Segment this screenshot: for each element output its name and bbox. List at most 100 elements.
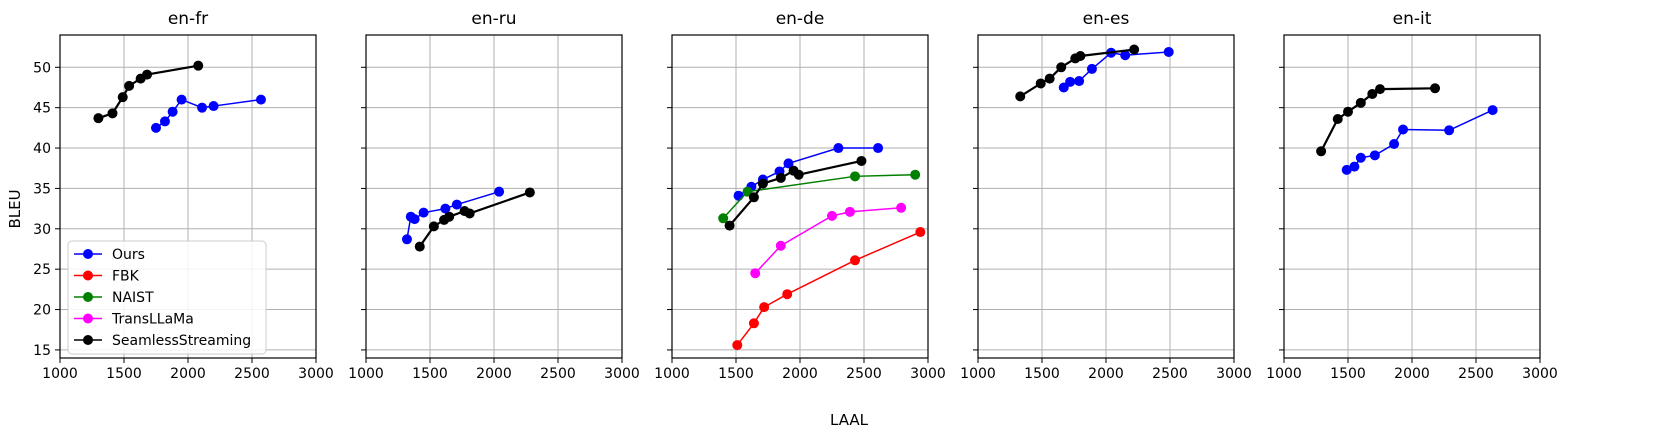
y-tick-label: 25 xyxy=(33,262,51,278)
data-point-TransLLaMa xyxy=(827,210,837,221)
x-tick-label: 2500 xyxy=(540,366,576,382)
x-tick-label: 1000 xyxy=(348,366,384,382)
data-point-Ours xyxy=(1065,76,1076,87)
data-point-Ours xyxy=(409,214,420,225)
legend-label-Ours: Ours xyxy=(112,247,145,263)
y-tick-label: 40 xyxy=(33,141,51,157)
data-point-SeamlessStreaming xyxy=(1075,50,1086,61)
data-point-Ours xyxy=(1355,152,1366,163)
data-point-Ours xyxy=(1389,139,1400,150)
legend-marker-SeamlessStreaming xyxy=(83,335,93,345)
x-tick-label: 1000 xyxy=(654,366,690,382)
data-point-Ours xyxy=(418,207,429,218)
x-tick-label: 3000 xyxy=(604,366,640,382)
y-tick-label: 35 xyxy=(33,181,51,197)
data-point-FBK xyxy=(850,255,861,266)
data-point-SeamlessStreaming xyxy=(757,178,768,189)
data-point-SeamlessStreaming xyxy=(193,60,204,71)
data-point-NAIST xyxy=(742,186,753,197)
x-tick-label: 1500 xyxy=(718,366,754,382)
series-line-FBK xyxy=(736,231,921,346)
data-point-SeamlessStreaming xyxy=(856,155,867,166)
data-point-FBK xyxy=(732,340,743,351)
x-tick-label: 2000 xyxy=(476,366,512,382)
data-point-Ours xyxy=(167,106,178,117)
data-point-Ours xyxy=(208,101,219,112)
x-tick-label: 3000 xyxy=(298,366,334,382)
data-point-NAIST xyxy=(850,171,861,182)
series-line-NAIST xyxy=(722,173,916,219)
data-point-Ours xyxy=(1086,63,1097,74)
data-point-SeamlessStreaming xyxy=(444,211,455,222)
data-point-FBK xyxy=(915,227,926,238)
legend-label-NAIST: NAIST xyxy=(112,290,154,306)
data-point-TransLLaMa xyxy=(750,268,761,279)
y-axis-label: BLEU xyxy=(6,189,24,228)
data-point-Ours xyxy=(197,102,208,113)
legend-label-SeamlessStreaming: SeamlessStreaming xyxy=(112,333,251,349)
x-tick-label: 3000 xyxy=(910,366,946,382)
data-point-TransLLaMa xyxy=(896,202,907,213)
data-point-TransLLaMa xyxy=(844,206,855,217)
data-point-SeamlessStreaming xyxy=(107,108,118,119)
y-tick-label: 45 xyxy=(33,101,51,117)
data-point-NAIST xyxy=(910,169,921,180)
data-point-Ours xyxy=(1163,46,1174,57)
y-tick-label: 20 xyxy=(33,303,51,319)
panel-en-ru: 1000 1500 2000 2500 3000 en-ru xyxy=(348,9,640,382)
data-point-SeamlessStreaming xyxy=(1332,113,1343,124)
data-point-Ours xyxy=(783,158,794,169)
panel-en-it: 1000 1500 2000 2500 3000 en-it xyxy=(1266,9,1558,382)
data-point-SeamlessStreaming xyxy=(414,241,425,252)
x-tick-label: 1000 xyxy=(1266,366,1302,382)
legend-marker-Ours xyxy=(83,249,93,259)
data-point-Ours xyxy=(833,143,844,154)
data-point-SeamlessStreaming xyxy=(428,221,439,232)
data-point-SeamlessStreaming xyxy=(1343,106,1353,117)
data-point-Ours xyxy=(176,94,187,105)
panels: 1000 1500 2000 2500 3000 15 20 25 30 35 40 45 50 en-f… xyxy=(33,9,1558,382)
y-tick-label: 30 xyxy=(33,222,51,238)
data-point-SeamlessStreaming xyxy=(142,69,153,80)
data-point-SeamlessStreaming xyxy=(1355,97,1366,108)
legend-marker-FBK xyxy=(83,270,93,281)
series-line-SeamlessStreaming xyxy=(418,191,531,248)
legend-box xyxy=(67,240,267,355)
data-point-NAIST xyxy=(718,213,729,224)
panel-en-de: 1000 1500 2000 2500 3000 en-de xyxy=(654,9,946,382)
x-tick-label: 2500 xyxy=(846,366,882,382)
legend-label-FBK: FBK xyxy=(112,269,140,285)
data-point-Ours xyxy=(451,199,462,210)
x-tick-label: 2500 xyxy=(1152,366,1188,382)
legend-marker-TransLLaMa xyxy=(83,313,93,324)
x-tick-label: 3000 xyxy=(1216,366,1252,382)
data-point-Ours xyxy=(255,94,266,105)
x-tick-label: 1500 xyxy=(1024,366,1060,382)
x-tick-label: 2500 xyxy=(1458,366,1494,382)
data-point-Ours xyxy=(1487,105,1498,116)
legend: Ours FBK NAIST TransLLaMa SeamlessStreaming xyxy=(67,240,267,355)
x-tick-label: 1000 xyxy=(960,366,996,382)
x-tick-label: 1500 xyxy=(106,366,142,382)
data-point-Ours xyxy=(1120,50,1131,61)
data-point-SeamlessStreaming xyxy=(1375,84,1385,95)
data-point-SeamlessStreaming xyxy=(748,192,759,203)
data-point-SeamlessStreaming xyxy=(1056,62,1067,73)
panel-title: en-es xyxy=(1083,9,1130,29)
data-point-SeamlessStreaming xyxy=(775,172,786,183)
x-tick-label: 1000 xyxy=(42,366,78,382)
data-point-Ours xyxy=(401,234,412,245)
data-point-Ours xyxy=(440,203,451,214)
y-tick-label: 15 xyxy=(33,343,51,359)
data-point-Ours xyxy=(733,190,744,201)
data-point-SeamlessStreaming xyxy=(93,113,104,124)
legend-marker-NAIST xyxy=(83,292,93,302)
data-point-SeamlessStreaming xyxy=(1044,73,1055,84)
data-point-SeamlessStreaming xyxy=(1035,78,1046,89)
data-point-SeamlessStreaming xyxy=(124,80,135,91)
data-point-Ours xyxy=(1349,161,1360,172)
x-tick-label: 1500 xyxy=(1330,366,1366,382)
data-point-Ours xyxy=(1398,124,1409,135)
data-point-Ours xyxy=(1058,82,1069,93)
data-point-SeamlessStreaming xyxy=(117,92,128,103)
